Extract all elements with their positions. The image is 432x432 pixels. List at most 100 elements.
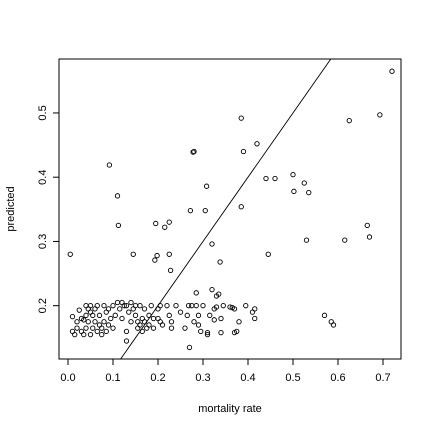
data-point [114,193,121,199]
data-point [87,331,94,338]
data-point [83,312,89,318]
data-point [110,303,116,309]
data-point [182,325,188,331]
data-point [377,112,383,118]
data-point [87,303,94,309]
data-point [236,319,242,325]
data-point [74,319,80,325]
data-point [148,303,154,309]
data-point [290,171,296,178]
data-point [115,222,122,229]
data-point [209,241,215,247]
data-point [252,315,258,322]
y-tick-label: 0.4 [37,170,49,185]
data-point [254,141,260,147]
data-point [74,325,80,331]
data-point [67,251,73,257]
data-point [130,251,136,257]
data-point [234,328,240,335]
data-point [81,317,87,323]
x-tick-label: 0.2 [150,372,165,384]
data-point [72,331,78,338]
data-point [121,303,127,309]
data-point [153,220,159,227]
data-point [90,325,96,331]
data-point [346,118,352,124]
plot-marks [67,59,395,359]
data-point [132,303,139,309]
data-point [203,183,210,189]
data-point [106,162,113,168]
data-point [166,312,172,318]
data-point [240,148,247,155]
data-point [389,68,395,74]
data-point [227,304,233,310]
x-tick-label: 0.7 [375,372,390,384]
data-point [76,307,82,313]
data-point [81,331,87,338]
data-point [216,291,222,297]
data-point [141,319,148,325]
data-point [191,319,197,325]
data-point [364,222,370,229]
data-point [139,328,145,335]
data-point [132,312,139,318]
data-point [189,303,195,309]
data-point [105,306,112,312]
data-point [193,290,199,296]
data-point [137,322,143,328]
data-point [366,234,373,240]
data-point [191,148,197,155]
data-point [146,322,152,328]
data-point [184,312,190,318]
data-point [85,319,91,325]
data-point [94,328,100,335]
y-axis: 0.2 0.3 0.4 0.5 [37,105,60,313]
data-point [128,299,134,306]
data-point [243,303,249,309]
data-point [167,267,174,273]
data-point [272,175,278,182]
data-point [195,312,202,318]
x-tick-label: 0.1 [105,372,120,384]
data-point [69,313,76,320]
y-axis-label: predicted [5,186,17,231]
data-point [207,312,213,318]
data-point [166,219,172,225]
reference-line [120,59,332,359]
data-point [204,331,211,338]
x-tick-label: 0.6 [330,372,345,384]
data-point [101,303,107,309]
data-point [99,325,105,331]
data-point [303,237,310,243]
data-point [114,299,121,306]
data-point [137,303,143,309]
data-point [103,328,109,335]
data-point [217,259,223,265]
x-tick-label: 0.0 [60,372,75,384]
data-point [90,312,96,318]
data-point [105,322,112,328]
data-point [123,303,130,309]
data-point [150,315,157,322]
x-axis-label: mortality rate [198,403,262,415]
data-point [162,224,168,230]
data-point [238,204,244,210]
x-tick-label: 0.4 [240,372,255,384]
data-point [306,189,312,196]
data-point [157,303,163,309]
data-point [146,312,152,318]
data-point [126,309,132,315]
x-axis: 0.0 0.1 0.2 0.3 0.4 0.5 0.6 0.7 [60,358,391,384]
data-point [265,251,271,257]
data-point [150,325,157,331]
data-point [238,115,244,121]
y-tick-label: 0.5 [37,105,49,120]
data-point [128,319,134,325]
data-point [123,328,130,335]
data-point [119,315,125,322]
data-point [218,330,224,336]
data-point [152,257,158,263]
data-point [200,303,206,309]
